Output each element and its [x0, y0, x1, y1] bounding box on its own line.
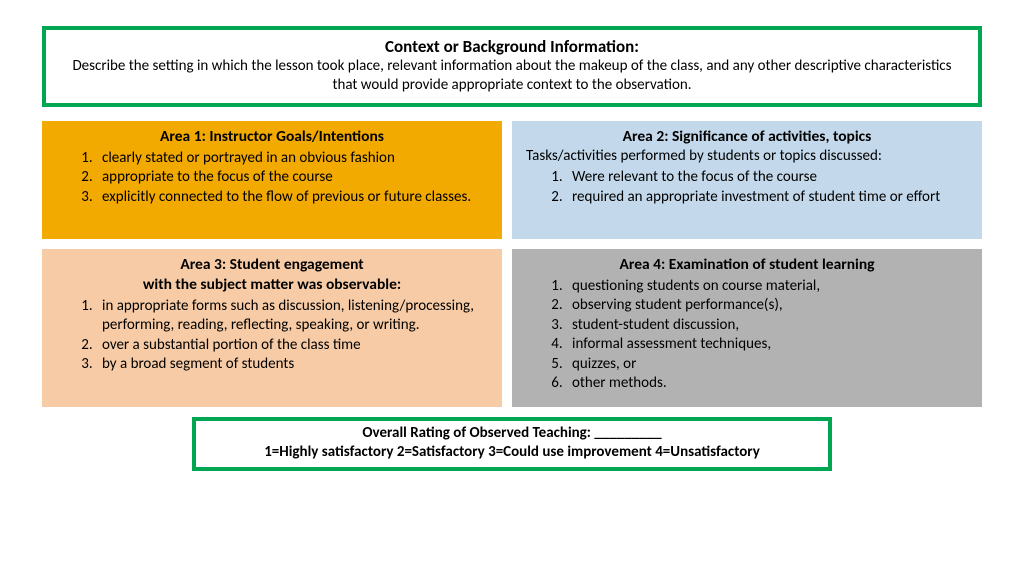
list-item: Were relevant to the focus of the course [566, 168, 968, 188]
list-item: informal assessment techniques, [566, 335, 968, 355]
area-2-box: Area 2: Significance of activities, topi… [512, 121, 982, 239]
list-item: observing student performance(s), [566, 296, 968, 316]
area-4-box: Area 4: Examination of student learning … [512, 249, 982, 407]
area-1-title: Area 1: Instructor Goals/Intentions [56, 127, 488, 147]
area-3-title-2: with the subject matter was observable: [56, 275, 488, 295]
list-item: quizzes, or [566, 355, 968, 375]
overall-line-1: Overall Rating of Observed Teaching: ___… [208, 424, 816, 444]
context-title: Context or Background Information: [68, 36, 956, 57]
list-item: explicitly connected to the flow of prev… [96, 188, 488, 208]
area-4-list: questioning students on course material,… [526, 277, 968, 394]
area-3-title-1: Area 3: Student engagement [56, 255, 488, 275]
area-3-list: in appropriate forms such as discussion,… [56, 297, 488, 375]
list-item: appropriate to the focus of the course [96, 168, 488, 188]
context-box: Context or Background Information: Descr… [42, 26, 982, 107]
area-2-list: Were relevant to the focus of the course… [526, 168, 968, 207]
area-3-box: Area 3: Student engagement with the subj… [42, 249, 502, 407]
area-1-box: Area 1: Instructor Goals/Intentions clea… [42, 121, 502, 239]
area-1-list: clearly stated or portrayed in an obviou… [56, 149, 488, 208]
list-item: clearly stated or portrayed in an obviou… [96, 149, 488, 169]
area-4-title: Area 4: Examination of student learning [526, 255, 968, 275]
list-item: over a substantial portion of the class … [96, 336, 488, 356]
list-item: in appropriate forms such as discussion,… [96, 297, 488, 336]
areas-grid: Area 1: Instructor Goals/Intentions clea… [42, 121, 982, 407]
list-item: questioning students on course material, [566, 277, 968, 297]
context-desc: Describe the setting in which the lesson… [68, 57, 956, 95]
list-item: student-student discussion, [566, 316, 968, 336]
list-item: by a broad segment of students [96, 355, 488, 375]
overall-box: Overall Rating of Observed Teaching: ___… [192, 417, 832, 471]
list-item: required an appropriate investment of st… [566, 188, 968, 208]
overall-line-2: 1=Highly satisfactory 2=Satisfactory 3=C… [208, 443, 816, 463]
area-2-sub: Tasks/activities performed by students o… [526, 147, 968, 167]
list-item: other methods. [566, 374, 968, 394]
area-2-title: Area 2: Significance of activities, topi… [526, 127, 968, 147]
